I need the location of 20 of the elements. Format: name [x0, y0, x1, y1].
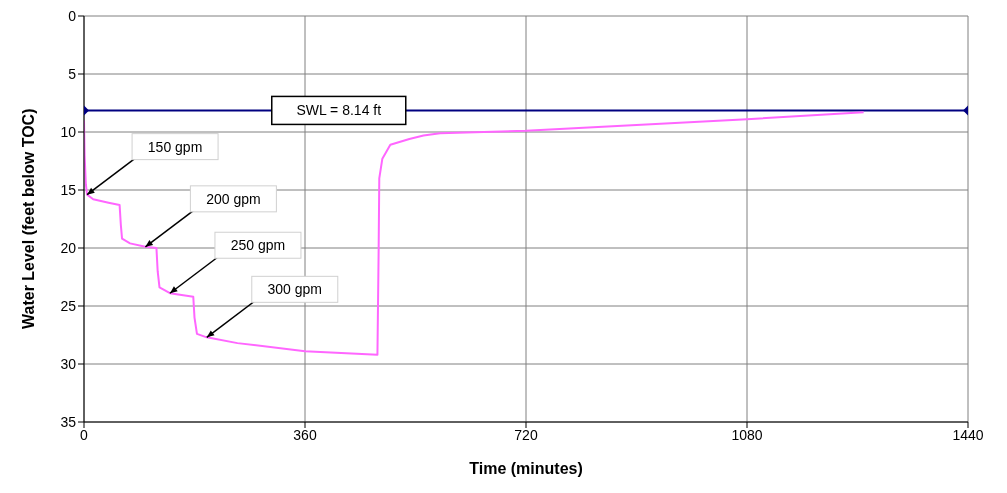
annotation: SWL = 8.14 ft — [296, 102, 382, 119]
y-tick-label: 15 — [60, 181, 77, 198]
y-tick-label: 35 — [60, 413, 77, 430]
annotation: 200 gpm — [206, 190, 261, 207]
y-tick-label: 20 — [60, 239, 77, 256]
y-tick-label: 10 — [60, 123, 77, 140]
annotation: 250 gpm — [230, 237, 286, 254]
annotation: 300 gpm — [267, 281, 323, 298]
x-tick-label: 360 — [293, 426, 317, 443]
y-tick-label: 25 — [60, 297, 77, 314]
y-tick-label: 5 — [68, 65, 77, 82]
x-axis-title: Time (minutes) — [469, 460, 583, 477]
y-tick-label: 0 — [68, 7, 77, 24]
x-tick-label: 720 — [514, 426, 538, 443]
x-tick-label: 0 — [80, 426, 89, 443]
x-tick-label: 1080 — [731, 426, 763, 443]
annotation: 150 gpm — [147, 138, 203, 155]
y-tick-label: 30 — [60, 355, 77, 372]
y-axis-title: Water Level (feet below TOC) — [19, 108, 37, 329]
x-tick-label: 1440 — [952, 426, 984, 443]
